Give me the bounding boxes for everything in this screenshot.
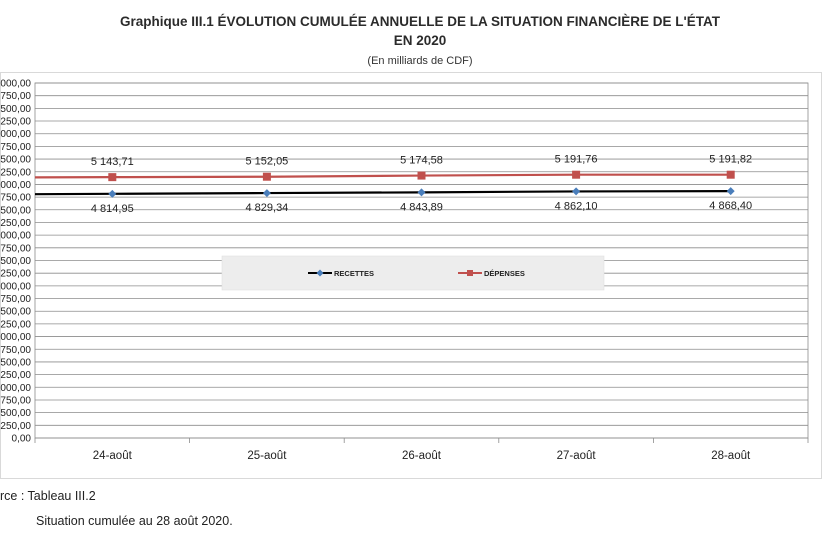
- y-tick-label: 1 500,00: [0, 357, 31, 368]
- y-tick-label: 2 000,00: [0, 332, 31, 343]
- data-point-marker: [572, 187, 581, 196]
- legend-marker: [316, 269, 324, 277]
- y-tick-label: 2 500,00: [0, 307, 31, 318]
- y-tick-label: 1 250,00: [0, 370, 31, 381]
- y-tick-label: 3 750,00: [0, 243, 31, 254]
- legend-label: RECETTES: [334, 269, 374, 278]
- x-category-label: 26-août: [402, 450, 442, 462]
- x-category-label: 25-août: [247, 450, 287, 462]
- data-label: 4 829,34: [245, 202, 288, 214]
- y-tick-label: 750,00: [0, 395, 31, 406]
- data-label: 5 174,58: [400, 155, 443, 167]
- legend-marker: [467, 270, 473, 276]
- y-tick-label: 250,00: [0, 421, 31, 432]
- data-point-marker: [572, 170, 581, 179]
- legend-label: DÉPENSES: [484, 269, 525, 278]
- data-label: 4 843,89: [400, 201, 443, 213]
- data-point-marker: [108, 173, 117, 182]
- y-tick-label: 4 750,00: [0, 193, 31, 204]
- line-chart: 0,00 250,00 500,00 750,001 000,00 1 250,00 1 …: [0, 72, 822, 479]
- x-category-label: 27-août: [557, 450, 597, 462]
- data-point-marker: [417, 188, 426, 197]
- data-point-marker: [726, 187, 735, 196]
- data-label: 5 143,71: [91, 156, 134, 168]
- y-tick-label: 5 000,00: [0, 180, 31, 191]
- y-tick-label: 5 250,00: [0, 167, 31, 178]
- y-tick-label: 6 000,00: [0, 129, 31, 140]
- data-point-marker: [262, 189, 271, 198]
- y-tick-label: 7 000,00: [0, 79, 31, 90]
- y-tick-label: 4 250,00: [0, 218, 31, 229]
- y-tick-label: 500,00: [0, 408, 31, 419]
- data-label: 4 862,10: [555, 200, 598, 212]
- y-tick-label: 3 250,00: [0, 269, 31, 280]
- data-point-marker: [108, 189, 117, 198]
- x-category-label: 24-août: [93, 450, 133, 462]
- chart-title-line2: EN 2020: [393, 33, 447, 48]
- situation-note: Situation cumulée au 28 août 2020.: [36, 514, 233, 528]
- y-tick-label: 1 000,00: [0, 383, 31, 394]
- x-category-label: 28-août: [711, 450, 751, 462]
- plot-area-border: [34, 82, 809, 439]
- data-label: 5 152,05: [245, 156, 288, 168]
- data-point-marker: [262, 172, 271, 181]
- y-tick-label: 1 750,00: [0, 345, 31, 356]
- data-label: 5 191,76: [555, 154, 598, 166]
- series-line-dépenses: [34, 173, 731, 179]
- y-tick-label: 6 250,00: [0, 117, 31, 128]
- series-line-recettes: [34, 190, 731, 196]
- chart-title-line1: Graphique III.1 ÉVOLUTION CUMULÉE ANNUEL…: [120, 14, 720, 29]
- y-tick-label: 0,00: [12, 434, 32, 445]
- y-tick-label: 4 000,00: [0, 231, 31, 242]
- data-label: 5 191,82: [709, 154, 752, 166]
- data-label: 4 814,95: [91, 203, 134, 215]
- data-label: 4 868,40: [709, 200, 752, 212]
- data-point-marker: [417, 171, 426, 180]
- y-tick-label: 3 500,00: [0, 256, 31, 267]
- y-tick-label: 2 750,00: [0, 294, 31, 305]
- y-tick-label: 6 500,00: [0, 104, 31, 115]
- data-point-marker: [726, 170, 735, 179]
- y-tick-label: 5 750,00: [0, 142, 31, 153]
- legend-box: [221, 255, 605, 291]
- source-note: rce : Tableau III.2: [0, 489, 96, 503]
- y-tick-label: 4 500,00: [0, 205, 31, 216]
- y-tick-label: 3 000,00: [0, 281, 31, 292]
- chart-subtitle: (En milliards de CDF): [367, 55, 473, 67]
- y-tick-label: 6 750,00: [0, 91, 31, 102]
- y-tick-label: 2 250,00: [0, 319, 31, 330]
- chart-title: Graphique III.1 ÉVOLUTION CUMULÉE ANNUEL…: [40, 12, 800, 50]
- y-tick-label: 5 500,00: [0, 155, 31, 166]
